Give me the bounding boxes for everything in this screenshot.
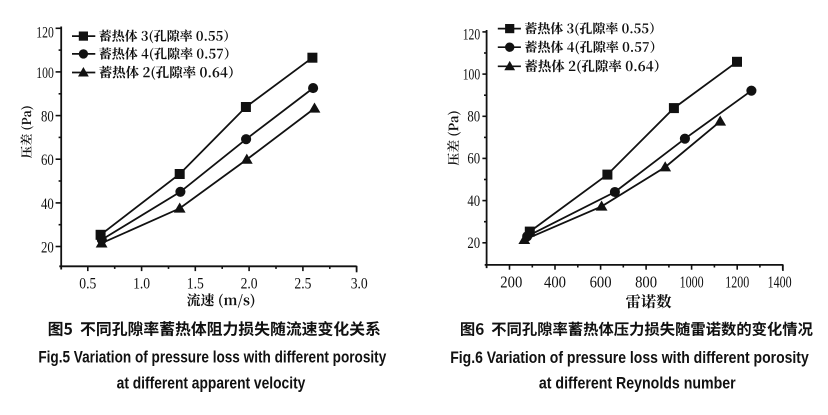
svg-text:at different Reynolds number: at different Reynolds number bbox=[539, 374, 736, 393]
svg-text:3.0: 3.0 bbox=[351, 276, 368, 293]
svg-text:40: 40 bbox=[467, 193, 480, 210]
svg-text:2.0: 2.0 bbox=[241, 276, 258, 293]
svg-text:2.5: 2.5 bbox=[294, 276, 311, 293]
svg-text:200: 200 bbox=[500, 273, 522, 292]
svg-text:60: 60 bbox=[467, 151, 480, 168]
svg-text:0.5: 0.5 bbox=[79, 276, 96, 293]
svg-text:60: 60 bbox=[41, 152, 54, 169]
svg-text:Fig.6 Variation of pressure lo: Fig.6 Variation of pressure loss with di… bbox=[450, 348, 809, 367]
svg-text:100: 100 bbox=[36, 65, 54, 82]
svg-text:1.5: 1.5 bbox=[187, 276, 204, 293]
svg-text:1.0: 1.0 bbox=[133, 276, 150, 293]
svg-text:800: 800 bbox=[635, 273, 657, 292]
svg-text:20: 20 bbox=[467, 235, 480, 252]
svg-text:1400: 1400 bbox=[768, 273, 792, 292]
svg-text:Fig.5 Variation of pressure lo: Fig.5 Variation of pressure loss with di… bbox=[38, 348, 386, 367]
svg-text:40: 40 bbox=[41, 196, 54, 213]
svg-text:at different apparent velocity: at different apparent velocity bbox=[117, 373, 306, 392]
svg-text:400: 400 bbox=[544, 273, 566, 292]
svg-text:1200: 1200 bbox=[725, 273, 749, 292]
svg-text:120: 120 bbox=[36, 25, 54, 42]
svg-text:600: 600 bbox=[590, 273, 612, 292]
svg-text:80: 80 bbox=[41, 109, 54, 126]
svg-text:20: 20 bbox=[41, 240, 54, 257]
svg-text:120: 120 bbox=[463, 27, 481, 44]
svg-text:80: 80 bbox=[467, 109, 480, 126]
svg-text:1000: 1000 bbox=[680, 273, 704, 292]
svg-text:100: 100 bbox=[463, 66, 481, 83]
